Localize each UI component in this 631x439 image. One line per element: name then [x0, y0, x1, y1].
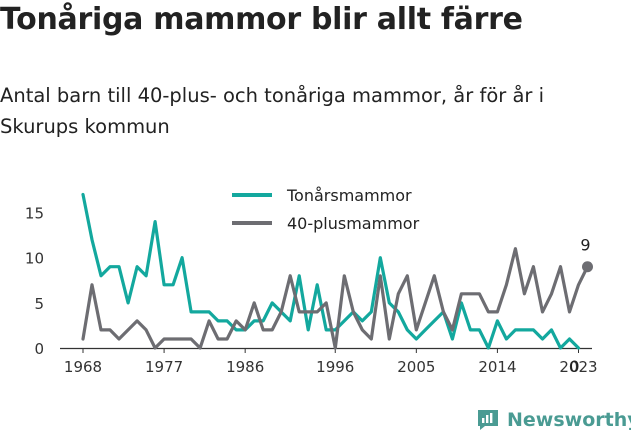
chart-series — [81, 192, 590, 350]
series-line-40-plusmammor — [81, 247, 590, 350]
legend-label: 40-plusmammor — [287, 214, 420, 233]
newsworthy-logo-icon — [478, 410, 498, 430]
end-point-40-plusmammor — [581, 261, 593, 273]
x-tick-label: 2005 — [397, 358, 435, 376]
x-tick-label: 2023 — [559, 358, 597, 376]
chart-legend: Tonårsmammor 40-plusmammor — [232, 186, 420, 233]
x-tick-label: 1996 — [316, 358, 354, 376]
end-label-40-plusmammor: 9 — [580, 236, 590, 255]
x-tick-label: 2014 — [478, 358, 516, 376]
x-tick-label: 1977 — [145, 358, 183, 376]
y-tick-label: 0 — [34, 340, 44, 358]
y-tick-label: 5 — [34, 295, 44, 313]
chart-subtitle: Antal barn till 40-plus- och tonåriga ma… — [0, 84, 545, 138]
x-tick-label: 1986 — [226, 358, 264, 376]
brand-name: Newsworthy — [507, 409, 631, 431]
y-tick-label: 15 — [25, 205, 44, 223]
legend-label: Tonårsmammor — [286, 186, 412, 205]
x-tick-label: 1968 — [64, 358, 102, 376]
y-tick-label: 10 — [25, 250, 44, 268]
chart-end-labels: 90 — [569, 236, 593, 376]
end-label-tonarsmammor: 0 — [569, 357, 579, 376]
chart-title: Tonåriga mammor blir allt färre — [0, 2, 523, 37]
chart-axes: 0 5 10 15 1968 1977 1986 1996 2005 2014 2023 — [25, 205, 598, 376]
brand-logo: Newsworthy — [476, 408, 631, 432]
